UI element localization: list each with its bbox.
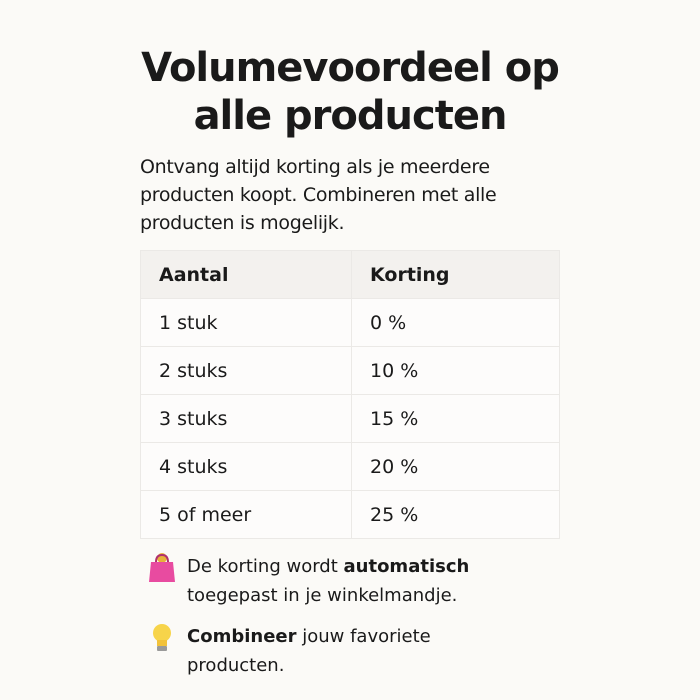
table-row: 5 of meer 25 % [140, 490, 560, 539]
table-cell: 4 stuks [140, 442, 352, 491]
table-row: 3 stuks 15 % [140, 394, 560, 443]
table-cell: 5 of meer [140, 490, 352, 539]
bold-text: automatisch [343, 556, 470, 577]
bold-text: Combineer [187, 626, 297, 647]
column-header: Korting [351, 250, 560, 299]
note-text: De korting wordt [187, 556, 344, 577]
note-text: jouw favoriete producten. [187, 626, 437, 676]
table-body: 1 stuk 0 % 2 stuks 10 % 3 stuks 15 % 4 stuks 20… [140, 298, 560, 539]
shopping-bag-icon [149, 553, 175, 582]
table-row: 4 stuks 20 % [140, 442, 560, 491]
lightbulb-icon [153, 624, 171, 651]
header-row: Aantal Korting [140, 250, 560, 299]
table-cell: 0 % [351, 298, 560, 347]
table-row: 2 stuks 10 % [140, 346, 560, 395]
table-row: 1 stuk 0 % [140, 298, 560, 347]
table-cell: 15 % [351, 394, 560, 443]
table-cell: 10 % [351, 346, 560, 395]
table-cell: 2 stuks [140, 346, 352, 395]
title: Volumevoordeel op alle producten [141, 45, 560, 139]
note: De korting wordt automatisch toegepast i… [187, 552, 517, 610]
intro-text: Ontvang altijd korting als je meerdere p… [140, 156, 497, 234]
note-text: toegepast in je winkelmandje. [187, 556, 476, 606]
table-cell: 1 stuk [140, 298, 352, 347]
column-header: Aantal [140, 250, 352, 299]
discount-table: Aantal Korting 1 stuk 0 % 2 stuks 10 % 3 stuk… [140, 250, 560, 539]
table-cell: 3 stuks [140, 394, 352, 443]
table-cell: 25 % [351, 490, 560, 539]
table-cell: 20 % [351, 442, 560, 491]
note: Combineer jouw favoriete producten. [187, 622, 517, 680]
